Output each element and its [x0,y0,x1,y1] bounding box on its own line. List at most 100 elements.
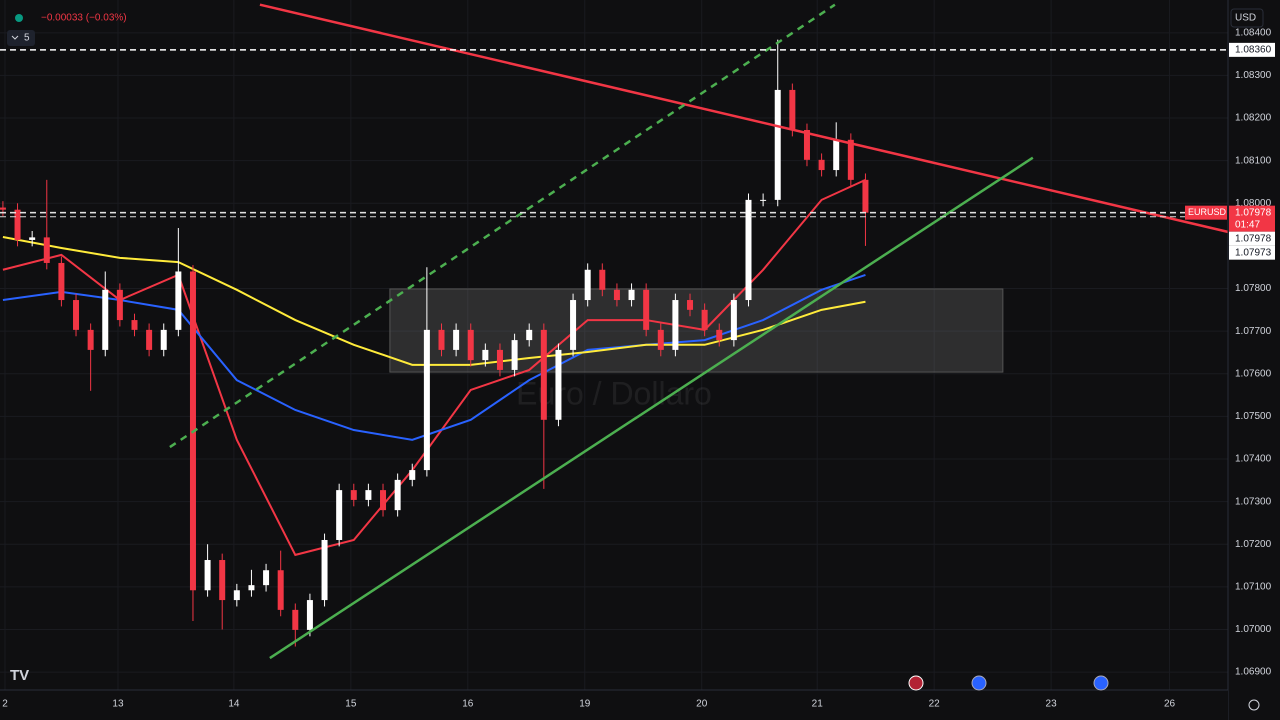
candle-body [453,329,460,350]
bid-ask-label: 1.07973 [1235,247,1272,258]
candle-body [233,590,240,601]
y-tick-label: 1.07400 [1235,454,1272,465]
y-tick-label: 1.08000 [1235,198,1272,209]
x-tick-label: 26 [1164,699,1176,710]
candle-body [774,89,781,200]
candle-body [818,159,825,171]
y-tick-label: 1.07100 [1235,582,1272,593]
last-price-bg [1229,205,1275,232]
axis-layer: 1.08400 1.08300 1.08200 1.08100 1.08000 1.078… [2,27,1275,710]
candle-body [321,539,328,601]
trendline [259,3,1229,234]
event-icon[interactable] [1093,675,1109,691]
y-tick-label: 1.08300 [1235,70,1272,81]
candle-body [482,349,489,361]
candle-body [716,329,723,341]
candle-body [599,269,606,290]
candle-body [423,329,430,471]
candle-body [657,329,664,350]
logo: TV [10,667,29,684]
x-tick-label: 13 [112,699,124,710]
x-tick-label: 23 [1046,699,1058,710]
y-tick-label: 1.08200 [1235,113,1272,124]
price-label-bg [1229,42,1275,57]
candle-body [160,329,167,350]
candle-body [584,269,591,301]
candle-body [350,490,357,500]
candle-body [526,329,533,341]
x-tick-label: 15 [345,699,357,710]
y-tick-label: 1.07200 [1235,539,1272,550]
candle-body [248,585,255,591]
y-tick-label: 1.08100 [1235,155,1272,166]
candle-body [745,199,752,301]
event-icon[interactable] [971,675,987,691]
countdown: 01:47 [1235,219,1260,230]
symbol-tag-bg [1185,205,1227,220]
candle-body [58,262,65,301]
currency-button[interactable] [1230,8,1264,28]
candle-body [847,139,854,180]
bid-ask-label: 1.07978 [1235,233,1272,244]
x-tick-label: 19 [579,699,591,710]
candle-body [730,300,737,341]
candle-body [14,209,21,240]
candle-body [570,300,577,350]
candle-body [204,560,211,591]
candle-body [496,349,503,370]
candle-body [29,237,36,240]
y-tick-label: 1.07000 [1235,624,1272,635]
candle-body [833,139,840,171]
candle-body [409,470,416,480]
candle-body [803,129,810,160]
candle-body [292,609,299,630]
candle-body [219,560,226,601]
price-label: 1.08360 [1235,45,1272,56]
trendline [269,156,1034,660]
interval-button[interactable] [7,30,35,46]
candle-body [116,289,123,321]
candle-body [438,329,445,350]
status-dot [15,14,23,22]
candle-body [146,329,153,350]
candle-body [87,329,94,350]
zone [389,288,1004,373]
last-price-label: 1.07978 [1235,207,1272,218]
candle-body [365,490,372,500]
interval[interactable]: 5 [24,33,30,44]
bid-ask-bg [1229,245,1275,260]
bid-ask-bg [1229,231,1275,246]
price-change: −0.00033 (−0.03%) [41,13,127,24]
candle-body [701,309,708,330]
currency[interactable]: USD [1235,13,1256,24]
x-tick-label: 14 [228,699,240,710]
chevron-icon [11,35,19,40]
candle-body [0,207,6,210]
x-tick-label: 16 [462,699,474,710]
x-tick-label: 2 [2,699,8,710]
candle-body [263,570,270,586]
candle-body [643,289,650,330]
settings-icon[interactable] [1248,699,1260,711]
candle-body [511,340,518,370]
candle-body [102,289,109,350]
y-tick-label: 1.07300 [1235,496,1272,507]
y-tick-label: 1.08400 [1235,27,1272,38]
time-axis [0,690,1228,720]
candle-body [555,349,562,420]
symbol-tag: EURUSD [1188,207,1227,217]
candle-body [336,490,343,540]
candle-body [540,329,547,420]
x-tick-label: 22 [929,699,941,710]
price-axis [1228,0,1280,720]
candle-body [175,271,182,330]
candle-body [380,490,387,511]
y-tick-label: 1.07800 [1235,283,1272,294]
x-tick-label: 21 [812,699,824,710]
x-tick-label: 20 [696,699,708,710]
y-tick-label: 1.06900 [1235,667,1272,678]
event-icon[interactable] [908,675,924,691]
